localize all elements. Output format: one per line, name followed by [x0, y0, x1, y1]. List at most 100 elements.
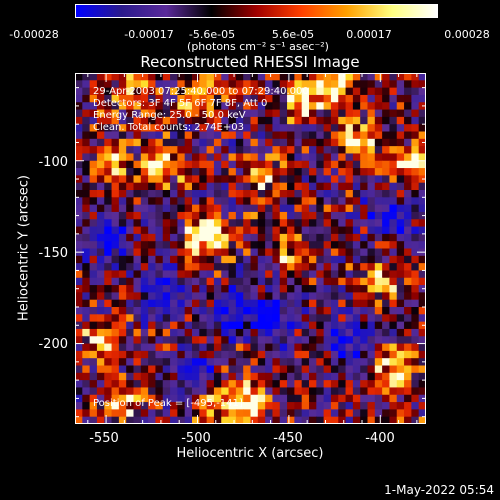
heatmap-cell — [140, 153, 149, 162]
heatmap-cell — [104, 73, 113, 81]
heatmap-cell — [140, 87, 149, 96]
heatmap-cell — [250, 248, 259, 257]
heatmap-cell — [279, 160, 288, 169]
heatmap-cell — [82, 87, 91, 96]
heatmap-cell — [199, 299, 208, 308]
heatmap-cell — [418, 299, 426, 308]
heatmap-cell — [104, 292, 113, 301]
heatmap-cell — [170, 219, 178, 228]
heatmap-cell — [374, 131, 383, 140]
heatmap-cell — [250, 102, 259, 111]
heatmap-cell — [323, 197, 332, 206]
timestamp: 1-May-2022 05:54 — [384, 483, 494, 497]
heatmap-cell — [316, 80, 325, 89]
heatmap-cell — [170, 270, 178, 279]
heatmap-cell — [367, 402, 376, 410]
heatmap-cell — [367, 211, 376, 220]
heatmap-cell — [221, 277, 230, 286]
heatmap-cell — [389, 358, 398, 367]
heatmap-cell — [228, 233, 237, 242]
heatmap-cell — [184, 219, 193, 228]
heatmap-cell — [389, 197, 398, 206]
heatmap-cell — [148, 168, 157, 176]
heatmap-cell — [367, 350, 376, 359]
heatmap-cell — [272, 131, 281, 140]
heatmap-cell — [287, 116, 295, 125]
heatmap-cell — [228, 175, 237, 184]
heatmap-cell — [272, 343, 281, 352]
heatmap-cell — [330, 241, 339, 250]
heatmap-cell — [330, 394, 339, 403]
heatmap-cell — [126, 160, 135, 169]
heatmap-cell — [367, 416, 376, 424]
heatmap-cell — [243, 160, 252, 169]
heatmap-cell — [382, 248, 391, 257]
heatmap-cell — [257, 299, 266, 308]
heatmap-cell — [118, 307, 127, 315]
heatmap-cell — [177, 328, 186, 337]
heatmap-cell — [177, 336, 186, 345]
heatmap-cell — [126, 299, 135, 308]
heatmap-cell — [148, 80, 157, 89]
heatmap-cell — [411, 168, 420, 176]
heatmap-cell — [126, 270, 135, 279]
heatmap-cell — [279, 182, 288, 191]
heatmap-cell — [170, 248, 178, 257]
heatmap-cell — [221, 197, 230, 206]
heatmap-cell — [382, 285, 391, 293]
heatmap-cell — [228, 153, 237, 162]
heatmap-cell — [389, 160, 398, 169]
heatmap-cell — [418, 241, 426, 250]
heatmap-cell — [265, 175, 274, 184]
heatmap-cell — [206, 358, 215, 367]
heatmap-cell — [338, 94, 347, 103]
heatmap-cell — [148, 365, 157, 374]
heatmap-cell — [243, 94, 252, 103]
heatmap-cell — [389, 402, 398, 410]
heatmap-cell — [155, 175, 164, 184]
heatmap-cell — [75, 270, 83, 279]
heatmap-cell — [192, 248, 200, 257]
heatmap-cell — [272, 277, 281, 286]
heatmap-cell — [75, 124, 83, 133]
heatmap-cell — [272, 175, 281, 184]
heatmap-cell — [345, 204, 354, 213]
heatmap-cell — [126, 409, 135, 418]
heatmap-cell — [170, 321, 178, 330]
heatmap-cell — [199, 380, 208, 389]
heatmap-cell — [330, 197, 339, 206]
heatmap-cell — [126, 343, 135, 352]
heatmap-cell — [287, 314, 295, 323]
heatmap-cell — [257, 343, 266, 352]
heatmap-cell — [352, 394, 361, 403]
heatmap-cell — [118, 314, 127, 323]
heatmap-cell — [330, 336, 339, 345]
heatmap-cell — [374, 138, 383, 147]
heatmap-cell — [243, 204, 252, 213]
heatmap-cell — [89, 277, 98, 286]
heatmap-cell — [243, 182, 252, 191]
heatmap-cell — [192, 211, 200, 220]
heatmap-cell — [294, 131, 303, 140]
heatmap-cell — [235, 416, 244, 424]
heatmap-cell — [228, 270, 237, 279]
heatmap-cell — [235, 343, 244, 352]
heatmap-cell — [257, 328, 266, 337]
heatmap-cell — [272, 285, 281, 293]
colorbar-units: (photons cm⁻² s⁻¹ asec⁻²) — [187, 40, 329, 53]
heatmap-cell — [118, 211, 127, 220]
heatmap-cell — [221, 350, 230, 359]
heatmap-cell — [316, 328, 325, 337]
heatmap-cell — [309, 292, 317, 301]
heatmap-cell — [75, 87, 83, 96]
heatmap-cell — [96, 299, 105, 308]
heatmap-cell — [272, 116, 281, 125]
heatmap-cell — [221, 336, 230, 345]
heatmap-cell — [148, 94, 157, 103]
heatmap-cell — [228, 131, 237, 140]
heatmap-cell — [82, 94, 91, 103]
heatmap-cell — [374, 270, 383, 279]
heatmap-cell — [338, 365, 347, 374]
heatmap-cell — [228, 190, 237, 198]
heatmap-cell — [352, 94, 361, 103]
